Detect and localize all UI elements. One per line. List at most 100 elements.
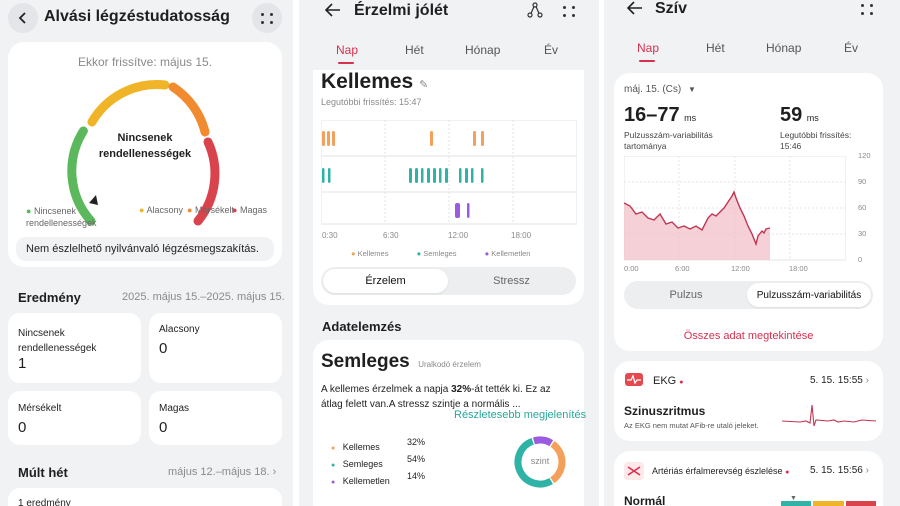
scale-pointer-icon: ▼ [790, 495, 797, 502]
hrv-area [624, 192, 770, 260]
more-dots-icon [859, 1, 875, 17]
back-arrow-icon [18, 12, 26, 24]
seg-pulse[interactable]: Pulzus [669, 289, 703, 301]
active-tab-underline [338, 62, 354, 64]
unpleasant-marks [455, 203, 470, 218]
tile-high[interactable]: Magas 0 [149, 391, 282, 445]
legend-dot-icon: ● [331, 445, 336, 452]
seg-hrv[interactable]: Pulzusszám-variabilitás [747, 283, 871, 307]
result-range: 2025. május 15.–2025. május 15. [122, 291, 285, 303]
ekg-result: Szinuszritmus [624, 404, 706, 418]
hrv-card: máj. 15. (Cs) ▼ 16–77 ms Pulzusszám-vari… [614, 73, 883, 351]
arterial-result: Normál [624, 494, 666, 506]
time-tick: 0:30 [322, 231, 338, 240]
tile-low[interactable]: Alacsony 0 [149, 313, 282, 383]
tile-value: 1 [18, 355, 27, 372]
arterial-title: Artériás érfalmerevség észlelése ● [652, 466, 790, 476]
ekg-desc: Az EKG nem mutat AFib-re utaló jeleket. [624, 421, 759, 430]
hrv-range: 16–77 ms [624, 104, 697, 126]
breakdown-row-neutral: ● Semleges 54% [331, 454, 426, 469]
gauge-card: Ekkor frissítve: május 15. Nincsenek ren… [8, 42, 282, 267]
last-update: Legutóbbi frissítés: 15:47 [321, 97, 422, 107]
more-options-button[interactable] [857, 0, 877, 19]
legend-dot-icon: ● [484, 249, 490, 258]
tab-day[interactable]: Nap [637, 41, 660, 55]
breakdown-row-unpleasant: ● Kellemetlen 14% [331, 471, 426, 486]
scale-segment [813, 501, 844, 506]
back-arrow-icon[interactable] [325, 3, 341, 17]
view-all-data-link[interactable]: Összes adat megtekintése [683, 330, 814, 342]
emotion-donut-chart [514, 436, 566, 488]
legend-low: ● Alacsony [139, 205, 183, 215]
tab-month[interactable]: Hónap [465, 43, 501, 57]
ekg-card[interactable]: EKG ● 5. 15. 15:55 › Szinuszritmus Az EK… [614, 361, 883, 441]
more-details-link[interactable]: Részletesebb megjelenítés [454, 409, 587, 421]
edit-icon[interactable]: ✎ [419, 79, 429, 91]
pleasant-marks [322, 131, 484, 146]
gauge-arc-high [193, 137, 220, 226]
seg-stress[interactable]: Stressz [493, 275, 530, 287]
tab-year[interactable]: Év [844, 41, 859, 55]
date-selector[interactable]: máj. 15. (Cs) ▼ [624, 84, 696, 95]
y-tick: 60 [858, 203, 867, 212]
legend-dot-icon: ● [139, 205, 145, 215]
analysis-title: Adatelemzés [322, 319, 402, 334]
analysis-heading: Semleges Uralkodó érzelem [321, 351, 481, 373]
hrv-range-label: Pulzusszám-variabilitás tartománya [624, 130, 713, 151]
gauge-pointer-icon [89, 195, 98, 205]
back-button[interactable] [8, 3, 38, 33]
x-tick: 0:00 [624, 264, 639, 273]
legend-dot-icon: ● [26, 206, 32, 216]
back-arrow-icon[interactable] [627, 1, 643, 15]
new-dot-icon: ● [785, 469, 790, 476]
last-week-range: május 12.–május 18. [168, 466, 270, 478]
analysis-card: Semleges Uralkodó érzelem A kellemes érz… [313, 340, 587, 506]
arterial-card[interactable]: Artériás érfalmerevség észlelése ● 5. 15… [614, 451, 883, 506]
emotion-chart-card: Kellemes ✎ Legutóbbi frissítés: 15:47 [313, 70, 584, 305]
chart-grid [321, 120, 577, 225]
chevron-right-icon: › [272, 466, 277, 478]
legend-dot-icon: ● [187, 205, 193, 215]
scale-segment [845, 501, 876, 506]
hrv-latest: 59 ms [780, 104, 819, 126]
tile-value: 0 [159, 419, 168, 436]
tile-label: Alacsony [159, 324, 200, 335]
more-options-button[interactable] [559, 1, 579, 21]
tab-week[interactable]: Hét [405, 43, 424, 57]
tab-day[interactable]: Nap [336, 43, 359, 57]
tab-week[interactable]: Hét [706, 41, 725, 55]
tile-moderate[interactable]: Mérsékelt 0 [8, 391, 141, 445]
last-week-item: 1 eredmény [18, 498, 71, 506]
ekg-badge-icon [625, 373, 643, 386]
donut-slice-kellemetlen [532, 436, 554, 447]
scale-segment [781, 501, 812, 506]
y-tick: 30 [858, 229, 867, 238]
hrv-line [624, 190, 771, 247]
tile-none[interactable]: Nincsenek rendellenességek 1 [8, 313, 141, 383]
last-week-link[interactable]: május 12.–május 18. › [168, 466, 276, 478]
last-week-title: Múlt hét [18, 465, 68, 480]
analysis-sub: Uralkodó érzelem [418, 360, 481, 369]
emotional-wellbeing-panel: Érzelmi jólét Nap Hét Hónap Év Kellemes … [299, 0, 599, 506]
ekg-waveform [782, 404, 876, 427]
hrv-line-chart [624, 156, 846, 261]
arterial-date: 5. 15. 15:56 › [810, 465, 869, 476]
result-title: Eredmény [18, 290, 81, 305]
tile-value: 0 [18, 419, 27, 436]
last-week-card[interactable]: 1 eredmény [8, 488, 282, 506]
page-title: Szív [655, 0, 688, 17]
time-tick: 6:30 [383, 231, 399, 240]
breakdown-row-pleasant: ● Kellemes 32% [331, 437, 426, 452]
heart-panel: Szív Nap Hét Hónap Év máj. 15. (Cs) ▼ 16… [604, 0, 900, 506]
tab-year[interactable]: Év [544, 43, 559, 57]
more-options-button[interactable] [252, 3, 282, 33]
tab-month[interactable]: Hónap [766, 41, 802, 55]
more-dots-icon [561, 3, 577, 19]
seg-emotion[interactable]: Érzelem [323, 269, 448, 293]
chevron-right-icon: › [865, 375, 869, 386]
time-tick: 18:00 [511, 231, 532, 240]
donut-label: szint [530, 456, 550, 466]
pulse-hrv-toggle: Pulzus Pulzusszám-variabilitás [624, 281, 873, 309]
share-icon[interactable] [527, 2, 543, 18]
time-tick: 12:00 [448, 231, 469, 240]
